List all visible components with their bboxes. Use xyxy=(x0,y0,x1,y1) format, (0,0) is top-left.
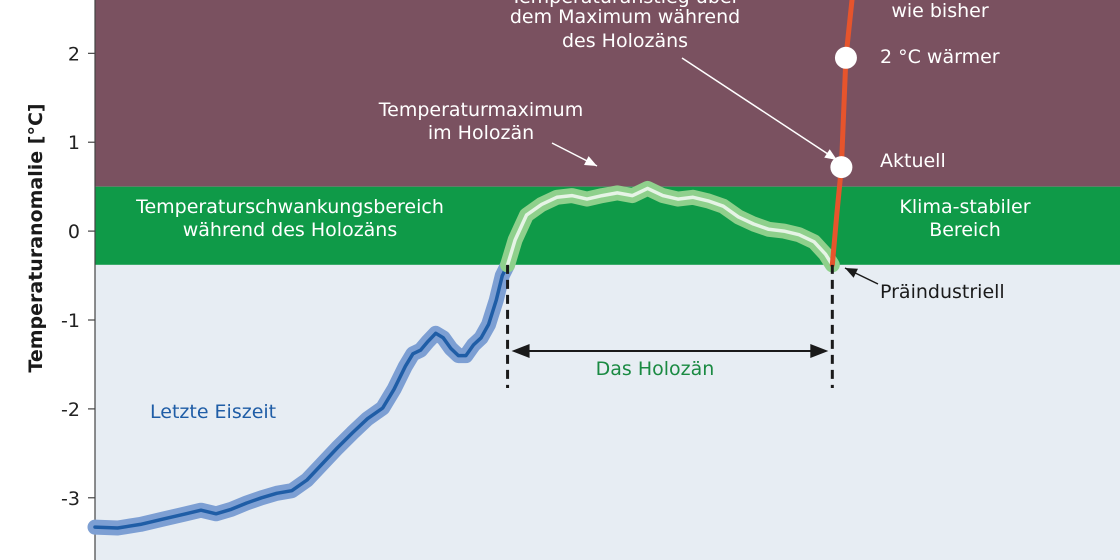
holocene-arrow-right xyxy=(810,344,829,358)
label-temperature-rise-line3: des Holozäns xyxy=(562,30,688,52)
y-tick-label: 0 xyxy=(68,221,80,243)
label-temperature-rise-line2: dem Maximum während xyxy=(510,6,740,28)
pointer-to-preindustrial-head xyxy=(845,268,858,278)
series-line-glacial xyxy=(93,263,510,530)
background-bands xyxy=(95,0,1120,560)
label-holocene-range-line2: während des Holozäns xyxy=(183,219,398,241)
label-as-before: wie bisher xyxy=(891,0,989,22)
pointer-to-holocene-max-head xyxy=(584,156,597,166)
pointer-to-current-head xyxy=(824,149,837,160)
annotations: Temperaturanstieg überdem Maximum währen… xyxy=(135,0,1031,423)
y-tick-label: 1 xyxy=(68,132,80,154)
label-temperature-rise-line1: Temperaturanstieg über xyxy=(510,0,740,8)
label-two-degrees-warmer: 2 °C wärmer xyxy=(880,46,1000,68)
holocene-span xyxy=(506,264,834,388)
label-stable-zone-line2: Bereich xyxy=(929,219,1001,241)
y-axis: 2 1 0 -1 -2 -3 xyxy=(61,0,96,560)
y-tick-label: 2 xyxy=(68,43,80,65)
band-danger-zone xyxy=(95,0,1120,187)
label-holocene-max-line1: Temperaturmaximum xyxy=(378,99,583,121)
label-last-ice-age: Letzte Eiszeit xyxy=(150,401,276,423)
point-two-degrees xyxy=(834,46,857,69)
y-tick-label: -3 xyxy=(61,488,80,510)
label-holocene: Das Holozän xyxy=(596,358,715,380)
y-tick-label: -2 xyxy=(61,399,80,421)
data-markers xyxy=(830,46,857,179)
label-current: Aktuell xyxy=(880,150,946,172)
series-line-holocene xyxy=(505,186,835,267)
y-tick-label: -1 xyxy=(61,310,80,332)
label-preindustrial: Präindustriell xyxy=(880,281,1005,303)
label-stable-zone-line1: Klima-stabiler xyxy=(899,196,1030,218)
y-axis-label: Temperaturanomalie [°C] xyxy=(25,103,47,373)
point-current xyxy=(830,156,853,179)
pointer-to-current-shaft xyxy=(681,57,838,161)
label-holocene-range-line1: Temperaturschwankungsbereich xyxy=(135,196,444,218)
holocene-arrow-left xyxy=(511,344,530,358)
label-holocene-max-line2: im Holozän xyxy=(428,122,534,144)
band-below xyxy=(95,264,1120,560)
